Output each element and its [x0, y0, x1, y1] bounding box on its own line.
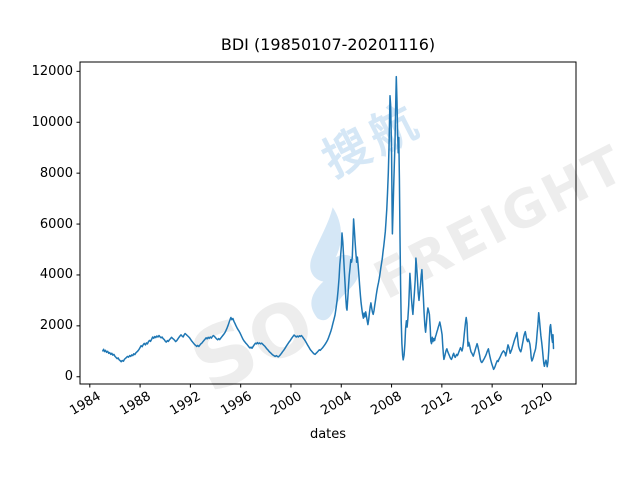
- tick-marks: [76, 70, 543, 388]
- bdi-line: [102, 75, 555, 371]
- chart-title: BDI (19850107-20201116): [220, 35, 436, 54]
- axes-spines: [79, 61, 577, 385]
